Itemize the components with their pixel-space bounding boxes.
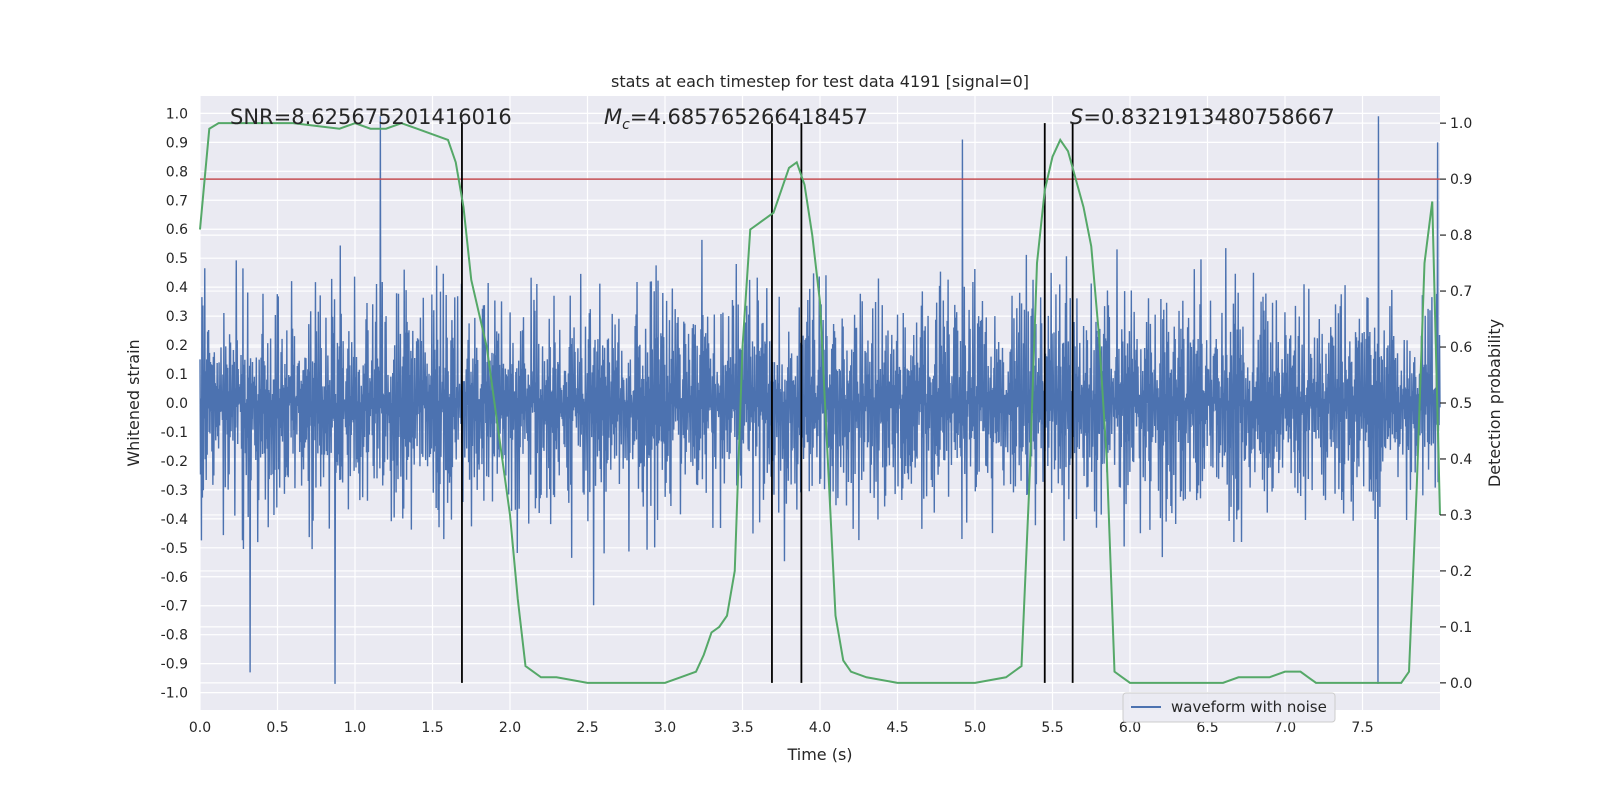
y-tick-label: -0.4 <box>161 512 188 528</box>
y2-tick-label: 0.4 <box>1450 452 1472 468</box>
y-tick-label: -1.0 <box>161 686 188 702</box>
waveform-series <box>199 116 1441 684</box>
y-tick-label: 0.4 <box>166 280 188 296</box>
y2-axis-label: Detection probability <box>1485 319 1504 487</box>
y2-tick-label: 0.9 <box>1450 172 1472 188</box>
y-tick-label: 0.8 <box>166 164 188 180</box>
y-axis-label: Whitened strain <box>124 339 143 466</box>
y2-tick-label: 0.0 <box>1450 676 1472 692</box>
x-tick-label: 4.5 <box>886 720 908 736</box>
waveform-line <box>199 116 1441 684</box>
y2-tick-label: 0.8 <box>1450 228 1472 244</box>
snr-annotation: SNR=8.625675201416016 <box>230 105 512 129</box>
legend-label: waveform with noise <box>1171 698 1327 716</box>
x-tick-label: 5.0 <box>964 720 986 736</box>
y-tick-label: -0.2 <box>161 454 188 470</box>
y2-tick-label: 0.5 <box>1450 396 1472 412</box>
y-tick-label: -0.8 <box>161 628 188 644</box>
s-annotation: S=0.8321913480758667 <box>1070 105 1335 129</box>
y2-tick-label: 1.0 <box>1450 116 1472 132</box>
y-tick-label: -0.1 <box>161 425 188 441</box>
y-tick-label: -0.7 <box>161 599 188 615</box>
x-axis-ticks: 0.0 0.5 1.0 1.5 2.0 2.5 3.0 3.5 4.0 4.5 5.0 5.5 6.0 6… <box>189 720 1374 736</box>
y2-tick-label: 0.2 <box>1450 564 1472 580</box>
x-tick-label: 0.0 <box>189 720 211 736</box>
y2-tick-label: 0.7 <box>1450 284 1472 300</box>
chirp-mass-annotation: Mc=4.685765266418457 <box>604 105 868 133</box>
x-tick-label: 6.5 <box>1196 720 1218 736</box>
y2-axis-ticks: 1.0 0.9 0.8 0.7 0.6 0.5 0.4 0.3 0.2 0.1 0.0 <box>1440 116 1472 692</box>
x-tick-label: 6.0 <box>1119 720 1141 736</box>
y-tick-label: 0.5 <box>166 251 188 267</box>
y-tick-label: 0.2 <box>166 338 188 354</box>
y2-tick-label: 0.1 <box>1450 620 1472 636</box>
x-axis-label: Time (s) <box>786 745 852 764</box>
chirp-mass-value: =4.685765266418457 <box>630 105 868 129</box>
y-tick-label: -0.3 <box>161 483 188 499</box>
legend: waveform with noise <box>1122 692 1336 723</box>
chirp-mass-subscript: c <box>622 117 630 133</box>
probability-line <box>199 122 1441 684</box>
legend-box <box>1122 692 1336 723</box>
x-tick-label: 7.0 <box>1274 720 1296 736</box>
x-tick-label: 5.5 <box>1041 720 1063 736</box>
y2-tick-label: 0.3 <box>1450 508 1472 524</box>
x-tick-label: 7.5 <box>1351 720 1373 736</box>
x-tick-label: 4.0 <box>809 720 831 736</box>
y-tick-label: 0.3 <box>166 309 188 325</box>
y-axis-ticks: 1.0 0.9 0.8 0.7 0.6 0.5 0.4 0.3 0.2 0.1 0.0 -0.1 -0.… <box>161 106 188 701</box>
y-tick-label: -0.5 <box>161 541 188 557</box>
s-symbol: S <box>1070 105 1083 129</box>
x-tick-label: 1.5 <box>421 720 443 736</box>
chart-title: stats at each timestep for test data 419… <box>611 72 1029 91</box>
x-tick-label: 2.5 <box>576 720 598 736</box>
y-tick-label: 1.0 <box>166 106 188 122</box>
y-tick-label: 0.7 <box>166 193 188 209</box>
probability-series <box>199 122 1441 684</box>
s-value: =0.8321913480758667 <box>1083 105 1334 129</box>
y-tick-label: -0.6 <box>161 570 188 586</box>
y-tick-label: -0.9 <box>161 657 188 673</box>
x-tick-label: 3.5 <box>731 720 753 736</box>
x-tick-label: 1.0 <box>344 720 366 736</box>
x-tick-label: 3.0 <box>654 720 676 736</box>
chirp-mass-symbol: M <box>604 105 622 129</box>
x-tick-label: 2.0 <box>499 720 521 736</box>
y-tick-label: 0.0 <box>166 396 188 412</box>
y-tick-label: 0.9 <box>166 135 188 151</box>
y-tick-label: 0.1 <box>166 367 188 383</box>
y2-tick-label: 0.6 <box>1450 340 1472 356</box>
y-tick-label: 0.6 <box>166 222 188 238</box>
event-lines <box>461 123 1074 683</box>
x-tick-label: 0.5 <box>266 720 288 736</box>
